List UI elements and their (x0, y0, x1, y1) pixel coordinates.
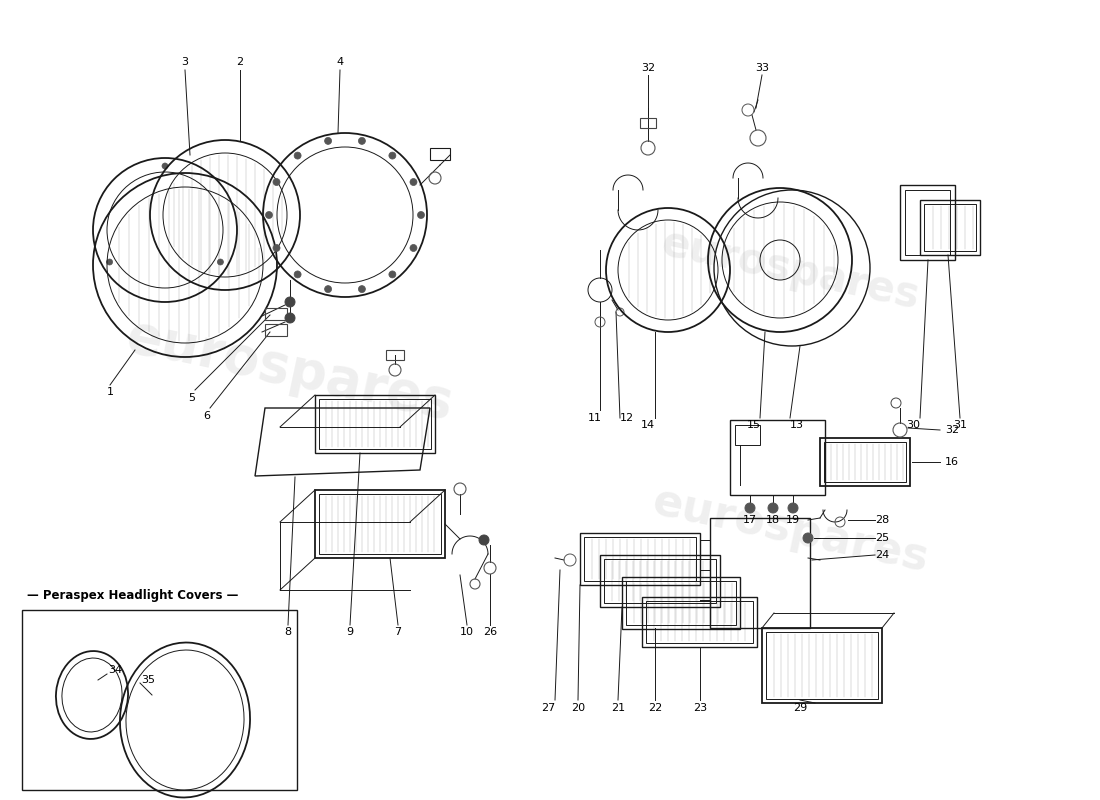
Bar (824, 442, 906, 482)
Bar (319, 399, 431, 449)
Text: 17: 17 (742, 515, 757, 525)
Bar (900, 185, 955, 260)
Bar (621, 577, 740, 629)
Bar (315, 490, 446, 558)
Bar (762, 628, 882, 703)
Text: 4: 4 (337, 57, 343, 67)
Text: eurospares: eurospares (657, 222, 923, 318)
Text: 29: 29 (793, 703, 807, 713)
Circle shape (273, 178, 280, 186)
Circle shape (107, 259, 112, 265)
Bar (386, 350, 404, 360)
Bar (580, 533, 700, 585)
Bar (626, 581, 736, 625)
Bar (430, 148, 450, 160)
Text: 19: 19 (785, 515, 800, 525)
Circle shape (294, 271, 301, 278)
Circle shape (324, 138, 331, 145)
Text: — Peraspex Headlight Covers —: — Peraspex Headlight Covers — (28, 589, 239, 602)
Bar (924, 204, 976, 251)
Bar (315, 395, 434, 453)
Text: 15: 15 (747, 420, 761, 430)
Text: 26: 26 (483, 627, 497, 637)
Text: 28: 28 (874, 515, 889, 525)
Circle shape (410, 245, 417, 251)
Text: 18: 18 (766, 515, 780, 525)
Bar (640, 118, 656, 128)
Circle shape (418, 211, 425, 218)
Text: 21: 21 (610, 703, 625, 713)
Text: 5: 5 (188, 393, 196, 403)
Circle shape (359, 138, 365, 145)
Circle shape (478, 535, 490, 545)
Text: 31: 31 (953, 420, 967, 430)
Bar (710, 518, 810, 628)
Text: 3: 3 (182, 57, 188, 67)
Circle shape (324, 286, 331, 293)
Text: 32: 32 (945, 425, 959, 435)
Text: 27: 27 (541, 703, 556, 713)
Bar (820, 438, 910, 486)
Bar (920, 200, 980, 255)
Text: 24: 24 (874, 550, 889, 560)
Text: eurospares: eurospares (122, 310, 459, 430)
Bar (905, 190, 950, 255)
Bar (265, 324, 287, 336)
Circle shape (788, 503, 798, 513)
Text: 32: 32 (641, 63, 656, 73)
Text: 13: 13 (790, 420, 804, 430)
Bar (265, 308, 287, 320)
Text: 6: 6 (204, 411, 210, 421)
Text: 7: 7 (395, 627, 402, 637)
Circle shape (273, 245, 280, 251)
Bar (735, 425, 760, 445)
Text: 34: 34 (108, 665, 122, 675)
Text: 12: 12 (620, 413, 634, 423)
Circle shape (745, 503, 755, 513)
Circle shape (803, 533, 813, 543)
Circle shape (410, 178, 417, 186)
Circle shape (389, 271, 396, 278)
Bar (730, 420, 825, 495)
Bar (319, 494, 441, 554)
Text: 22: 22 (648, 703, 662, 713)
Bar (642, 597, 757, 647)
Text: 14: 14 (641, 420, 656, 430)
Text: 33: 33 (755, 63, 769, 73)
Text: 11: 11 (588, 413, 602, 423)
Bar (604, 559, 716, 603)
Circle shape (768, 503, 778, 513)
Text: 1: 1 (107, 387, 113, 397)
Text: 9: 9 (346, 627, 353, 637)
Circle shape (389, 152, 396, 159)
Text: 16: 16 (945, 457, 959, 467)
Bar (766, 632, 878, 699)
Text: 8: 8 (285, 627, 292, 637)
Circle shape (265, 211, 273, 218)
Circle shape (294, 152, 301, 159)
Text: 25: 25 (874, 533, 889, 543)
Circle shape (218, 259, 223, 265)
Bar (584, 537, 696, 581)
Text: 30: 30 (906, 420, 920, 430)
Text: 35: 35 (141, 675, 155, 685)
Bar (646, 601, 754, 643)
Bar (600, 555, 720, 607)
Text: 23: 23 (693, 703, 707, 713)
Text: eurospares: eurospares (648, 480, 932, 580)
Circle shape (285, 297, 295, 307)
Circle shape (359, 286, 365, 293)
Circle shape (285, 313, 295, 323)
Bar (22, 610, 297, 790)
Text: 10: 10 (460, 627, 474, 637)
Text: 2: 2 (236, 57, 243, 67)
Text: 20: 20 (571, 703, 585, 713)
Circle shape (162, 163, 168, 169)
